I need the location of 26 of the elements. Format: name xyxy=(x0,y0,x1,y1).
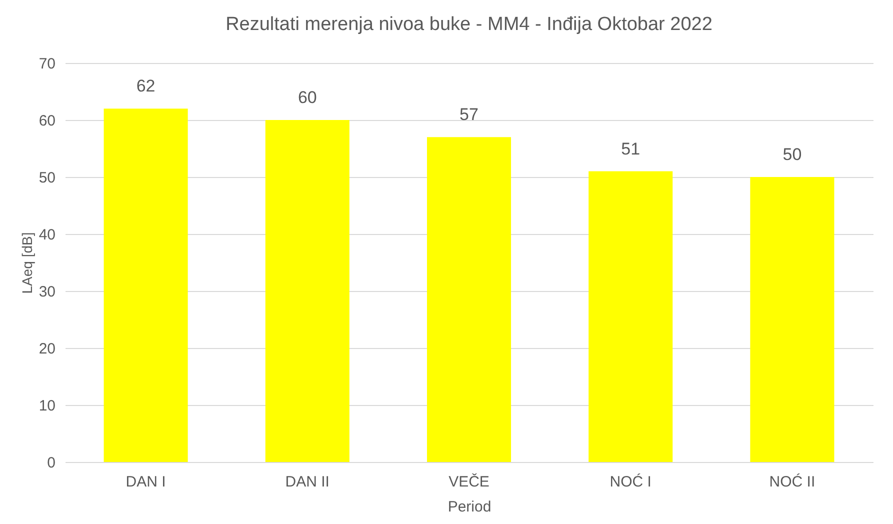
y-tick-label: 50 xyxy=(38,170,56,186)
x-tick-label: DAN I xyxy=(126,474,166,490)
chart-title: Rezultati merenja nivoa buke - MM4 - Inđija Oktobar 2022 xyxy=(226,14,712,35)
x-tick-label: NOĆ I xyxy=(610,472,652,490)
y-axis-title: LAeq [dB] xyxy=(18,232,35,294)
bar xyxy=(104,108,188,462)
y-tick-label: 70 xyxy=(38,56,56,72)
data-label: 60 xyxy=(298,88,317,107)
bar xyxy=(588,171,673,462)
y-tick-label: 10 xyxy=(38,398,56,414)
x-tick-label: NOĆ II xyxy=(769,472,816,490)
data-label: 51 xyxy=(621,139,640,158)
y-tick-label: 20 xyxy=(38,340,56,358)
bar xyxy=(265,120,350,462)
y-tick-label: 40 xyxy=(38,226,56,244)
y-tick-label: 0 xyxy=(47,454,56,472)
y-tick-label: 30 xyxy=(38,284,56,300)
data-label: 57 xyxy=(460,105,478,124)
data-label: 50 xyxy=(782,145,802,164)
x-tick-label: DAN II xyxy=(285,474,330,490)
x-axis-title: Period xyxy=(448,498,492,516)
x-tick-label: VEČE xyxy=(448,472,490,490)
bar xyxy=(750,177,834,462)
y-tick-label: 60 xyxy=(38,112,56,130)
bar xyxy=(426,137,512,462)
data-label: 62 xyxy=(136,76,156,96)
